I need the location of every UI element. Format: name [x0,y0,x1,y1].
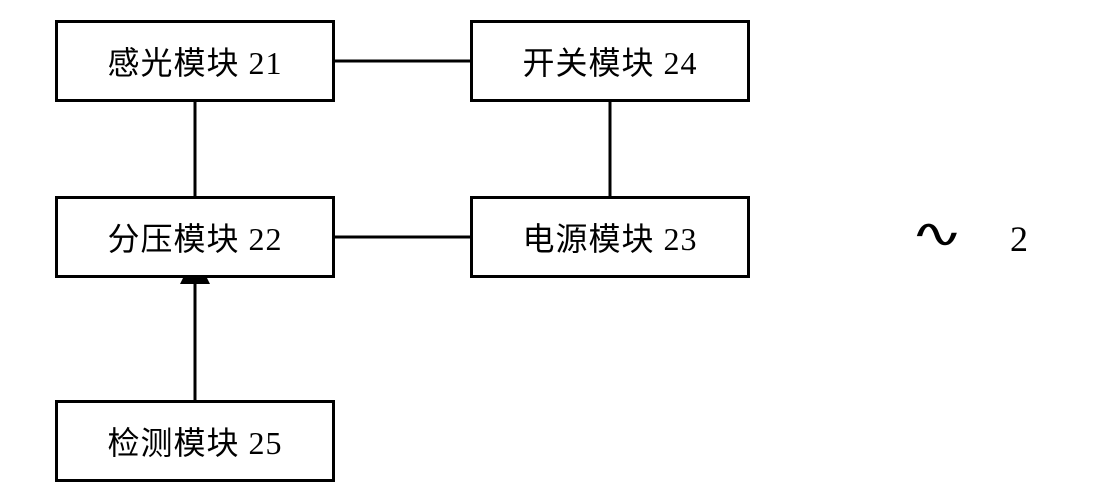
node-label: 开关模块 24 [522,38,697,84]
node-voltage-divider-module: 分压模块 22 [55,196,335,278]
node-label: 检测模块 25 [107,418,282,464]
diagram-canvas: 感光模块 21 开关模块 24 分压模块 22 电源模块 23 检测模块 25 … [0,0,1118,504]
node-label: 电源模块 23 [522,214,697,260]
node-label: 感光模块 21 [107,38,282,84]
figure-ref-number: 2 [1010,218,1028,260]
node-label: 分压模块 22 [107,214,282,260]
node-switch-module: 开关模块 24 [470,20,750,102]
node-detection-module: 检测模块 25 [55,400,335,482]
node-photosensitive-module: 感光模块 21 [55,20,335,102]
figure-ref-tilde: ∿ [910,210,964,257]
node-power-module: 电源模块 23 [470,196,750,278]
